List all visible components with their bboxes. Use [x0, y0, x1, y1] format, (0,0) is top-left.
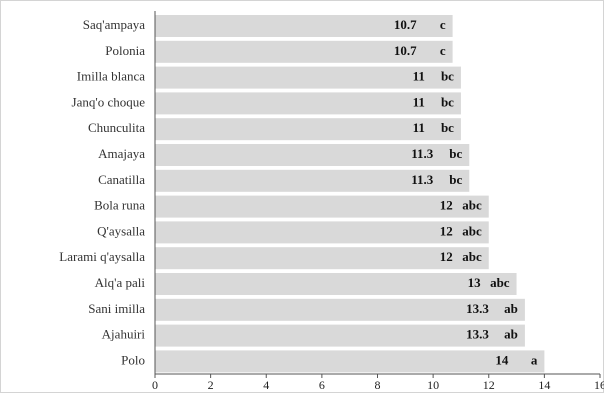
bar — [155, 195, 489, 218]
value-label: 14 — [495, 352, 509, 367]
value-label: 13 — [468, 275, 482, 290]
bar — [155, 298, 525, 321]
bar — [155, 221, 489, 244]
bar — [155, 92, 461, 115]
group-label: bc — [449, 146, 462, 161]
x-tick-label: 16 — [594, 378, 604, 392]
group-label: abc — [490, 275, 510, 290]
value-label: 10.7 — [394, 17, 417, 32]
category-label: Imilla blanca — [77, 69, 145, 84]
value-label: 11 — [413, 120, 425, 135]
category-label: Polonia — [105, 43, 145, 58]
category-label: Ajahuiri — [102, 327, 146, 342]
group-label: ab — [504, 327, 518, 342]
category-label: Bola runa — [94, 198, 145, 213]
category-label: Sani imilla — [88, 301, 145, 316]
value-label: 13.3 — [466, 327, 489, 342]
category-label: Larami q'aysalla — [59, 249, 145, 264]
category-label: Janq'o choque — [72, 94, 146, 109]
group-label: a — [531, 352, 538, 367]
group-label: ab — [504, 301, 518, 316]
x-axis: 0 2 4 6 8 10 12 14 16 — [152, 11, 604, 392]
bar — [155, 324, 525, 347]
x-tick-label: 2 — [208, 378, 214, 392]
x-tick-label: 0 — [152, 378, 158, 392]
category-label: Q'aysalla — [97, 223, 145, 238]
category-label: Chunculita — [88, 120, 145, 135]
group-label: bc — [441, 69, 454, 84]
group-label: abc — [462, 198, 482, 213]
category-label: Saq'ampaya — [83, 17, 145, 32]
x-tick-label: 10 — [427, 378, 439, 392]
group-label: abc — [462, 249, 482, 264]
category-label: Alq'a pali — [95, 275, 146, 290]
bar — [155, 66, 461, 89]
bar — [155, 350, 545, 373]
bar — [155, 15, 453, 37]
value-label: 11 — [413, 69, 425, 84]
value-label: 12 — [440, 223, 453, 238]
group-label: bc — [441, 94, 454, 109]
x-tick-label: 6 — [319, 378, 325, 392]
value-label: 12 — [440, 198, 453, 213]
labels-layer: Saq'ampaya 10.7 c Polonia 10.7 c Imilla blanca… — [59, 17, 538, 367]
x-tick-label: 8 — [375, 378, 381, 392]
value-label: 10.7 — [394, 43, 417, 58]
x-tick-label: 14 — [538, 378, 550, 392]
bar — [155, 144, 470, 166]
value-label: 11.3 — [411, 172, 434, 187]
category-label: Amajaya — [98, 146, 145, 161]
category-label: Polo — [121, 352, 145, 367]
group-label: c — [440, 43, 446, 58]
x-tick-label: 12 — [483, 378, 495, 392]
x-tick-label: 4 — [263, 378, 269, 392]
bar — [155, 169, 470, 192]
bar — [155, 40, 453, 63]
value-label: 11 — [413, 94, 425, 109]
bar — [155, 273, 517, 295]
category-label: Canatilla — [98, 172, 145, 187]
bar — [155, 118, 461, 141]
group-label: c — [440, 17, 446, 32]
group-label: abc — [462, 223, 482, 238]
value-label: 13.3 — [466, 301, 489, 316]
bars-layer — [155, 15, 545, 373]
group-label: bc — [441, 120, 454, 135]
bar — [155, 247, 489, 270]
value-label: 11.3 — [411, 146, 434, 161]
group-label: bc — [449, 172, 462, 187]
value-label: 12 — [440, 249, 453, 264]
